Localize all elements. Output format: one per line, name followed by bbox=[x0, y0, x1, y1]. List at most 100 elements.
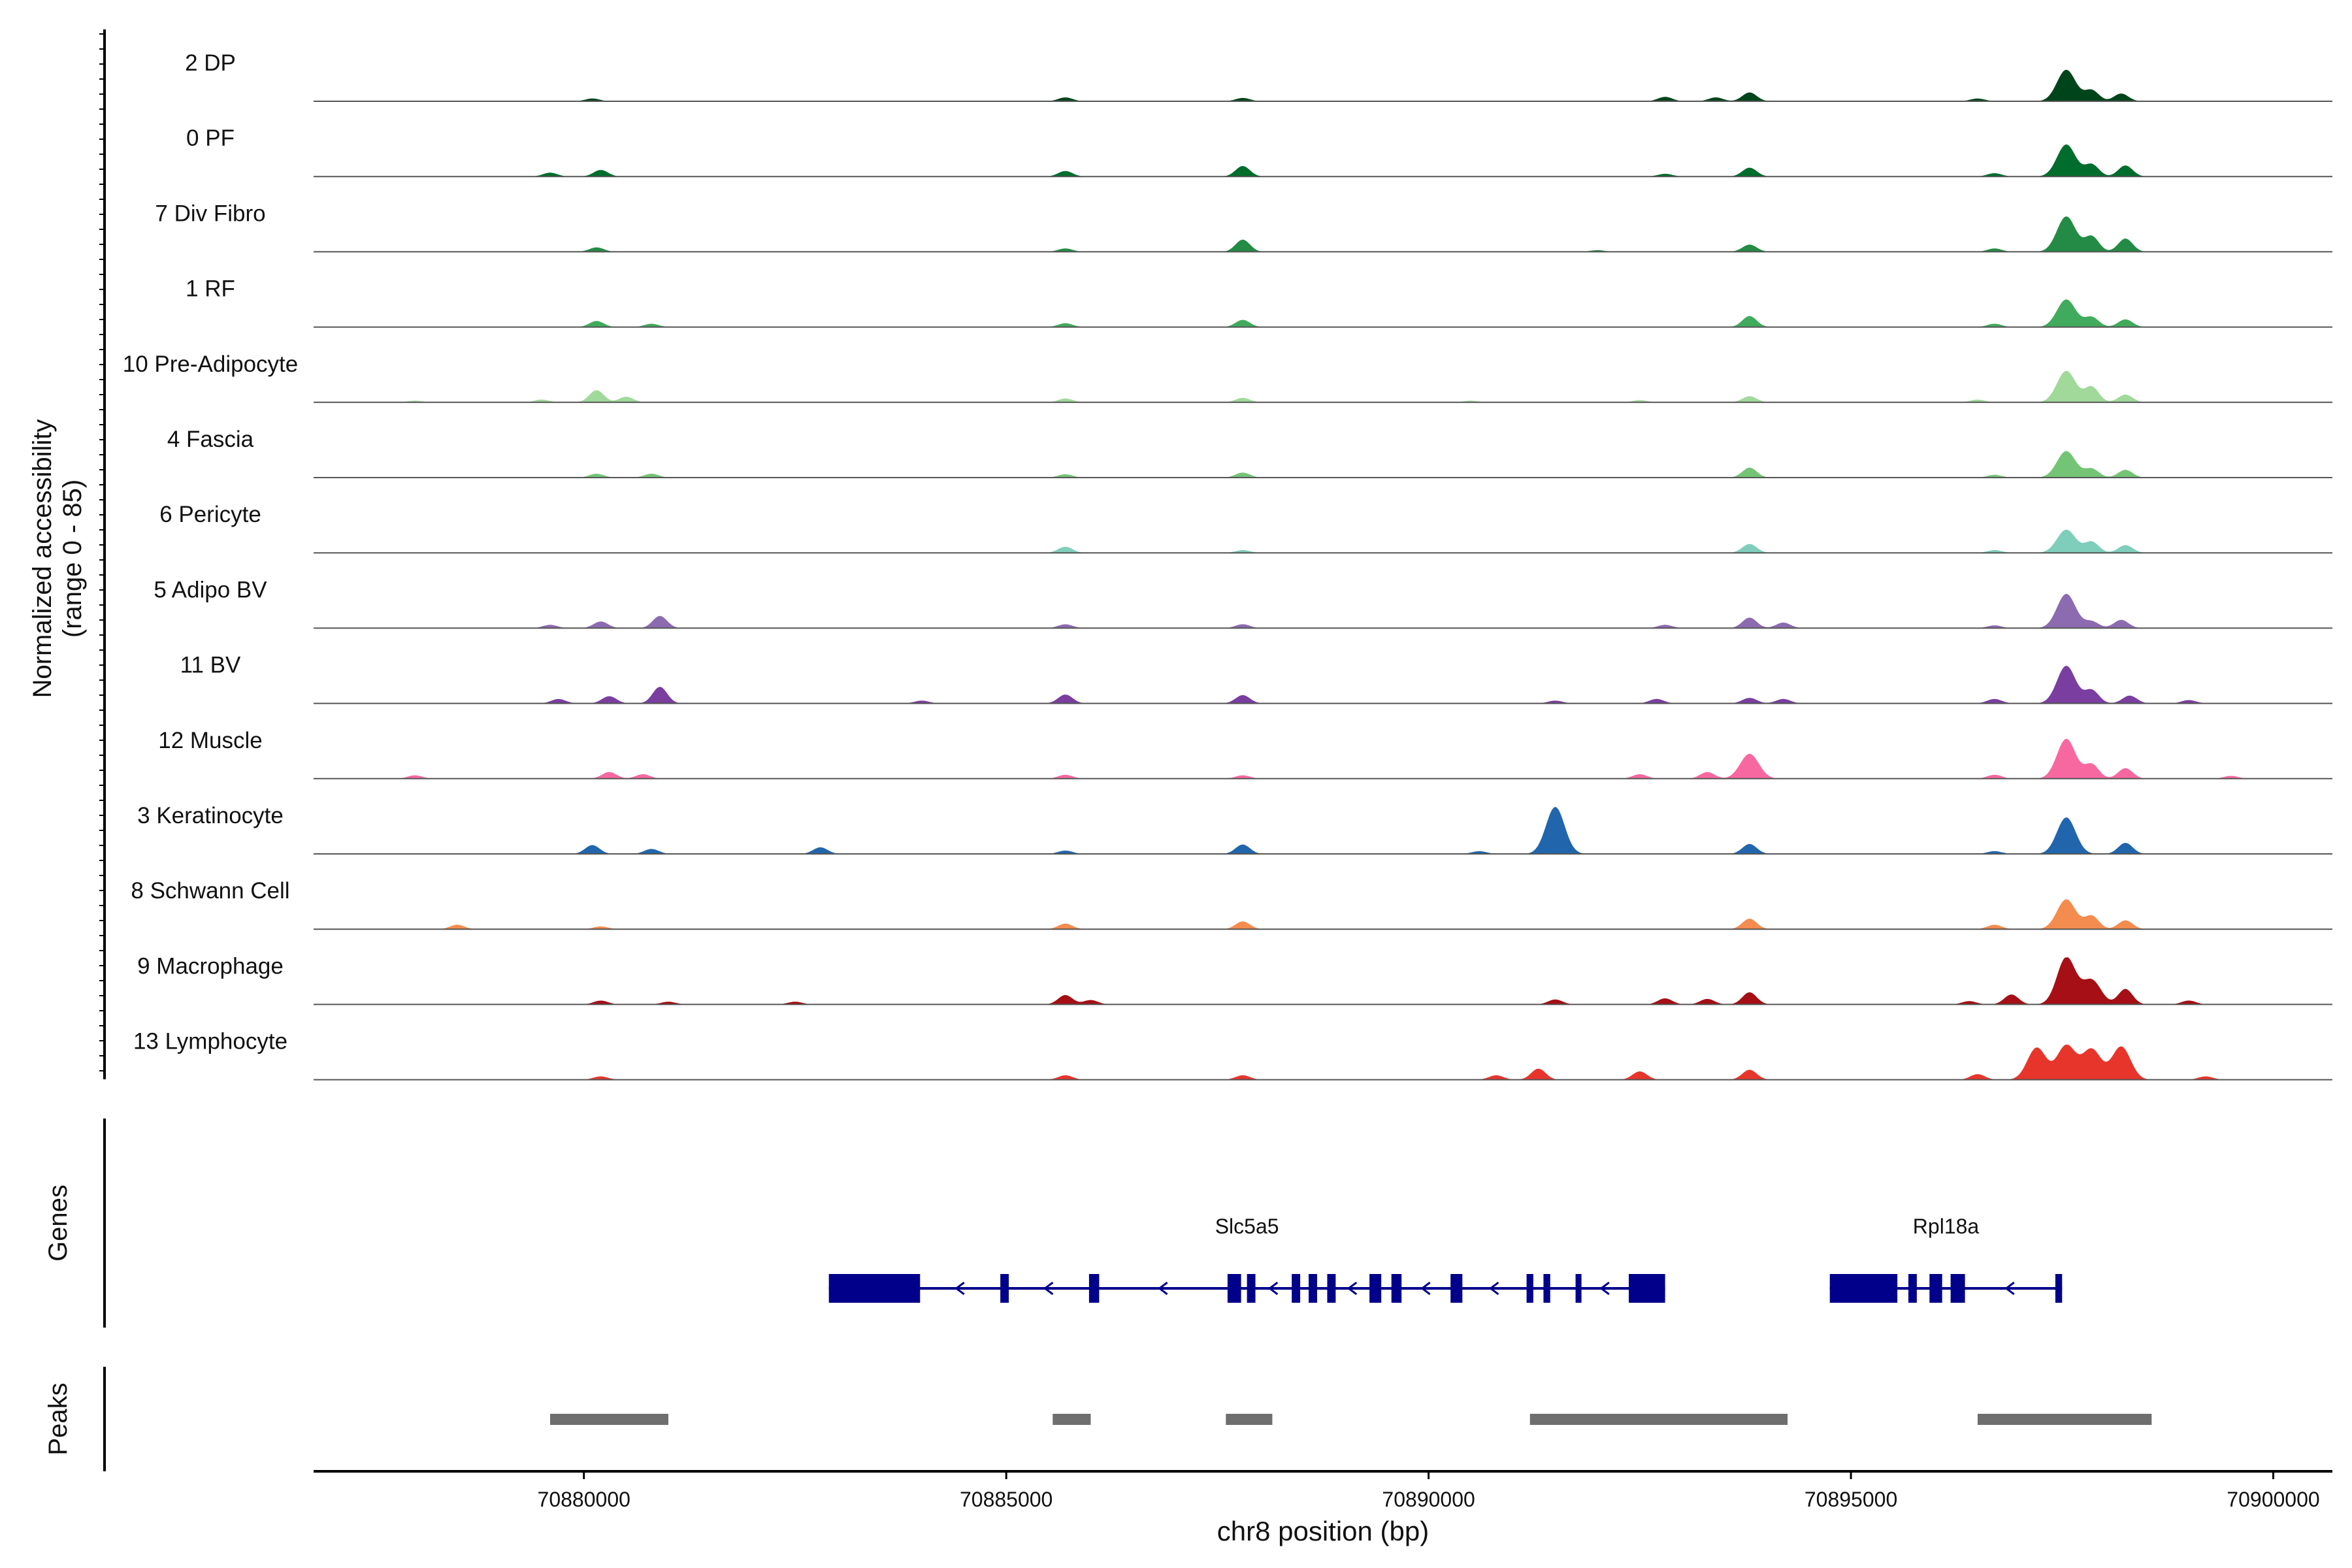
coverage-area-7-div-fibro bbox=[314, 216, 2332, 252]
peak-region bbox=[1529, 1414, 1788, 1425]
gene-label-rpl18a: Rpl18a bbox=[1913, 1215, 1980, 1238]
track-3-keratinocyte: 3 Keratinocyte bbox=[137, 803, 2332, 855]
coverage-area-9-macrophage bbox=[314, 957, 2332, 1005]
track-label-11-bv: 11 BV bbox=[180, 653, 241, 678]
gene-exon bbox=[1543, 1274, 1550, 1303]
peak-regions bbox=[550, 1414, 2152, 1425]
gene-exon bbox=[1227, 1274, 1241, 1303]
track-label-2-dp: 2 DP bbox=[185, 50, 236, 76]
gene-exon bbox=[1369, 1274, 1382, 1303]
coverage-area-3-keratinocyte bbox=[314, 807, 2332, 854]
strand-arrow bbox=[1267, 1281, 1279, 1296]
y-axis-label-line1: Normalized accessibility bbox=[28, 419, 57, 698]
peak-region bbox=[1053, 1414, 1091, 1425]
coverage-area-8-schwann-cell bbox=[314, 899, 2332, 930]
gene-label-slc5a5: Slc5a5 bbox=[1215, 1215, 1279, 1238]
coverage-area-10-pre-adipocyte bbox=[314, 370, 2332, 402]
strand-arrow bbox=[955, 1281, 965, 1296]
gene-exon bbox=[1247, 1274, 1256, 1303]
coverage-panel: 2 DP 0 PF 7 Div Fibro 1 RF 10 Pre-Adipocyte 4… bbox=[28, 29, 2332, 1081]
track-10-pre-adipocyte: 10 Pre-Adipocyte bbox=[123, 351, 2332, 403]
track-label-7-div-fibro: 7 Div Fibro bbox=[155, 201, 265, 226]
track-12-muscle: 12 Muscle bbox=[158, 728, 2332, 779]
peak-region bbox=[550, 1414, 669, 1425]
gene-exon bbox=[1950, 1274, 1965, 1303]
genes-panel: Genes Slc5a5 Rpl18a bbox=[44, 1119, 2063, 1328]
strand-arrow bbox=[1158, 1281, 1168, 1296]
track-label-9-macrophage: 9 Macrophage bbox=[137, 953, 284, 979]
track-label-12-muscle: 12 Muscle bbox=[158, 728, 263, 753]
coverage-tracks: 2 DP 0 PF 7 Div Fibro 1 RF 10 Pre-Adipocyte 4… bbox=[123, 50, 2332, 1081]
track-6-pericyte: 6 Pericyte bbox=[159, 502, 2332, 554]
gene-exon bbox=[2055, 1274, 2063, 1303]
gene-exon bbox=[1088, 1274, 1100, 1303]
coverage-area-12-muscle bbox=[314, 738, 2332, 779]
strand-arrow bbox=[1347, 1281, 1358, 1296]
gene-exon bbox=[1309, 1274, 1317, 1303]
coverage-area-4-fascia bbox=[314, 451, 2332, 478]
track-4-fascia: 4 Fascia bbox=[167, 427, 2332, 478]
genes-panel-label: Genes bbox=[44, 1184, 73, 1262]
gene-exon bbox=[1929, 1274, 1942, 1303]
peaks-panel-label: Peaks bbox=[44, 1382, 73, 1455]
x-tick-label: 70890000 bbox=[1382, 1488, 1475, 1511]
gene-exon bbox=[1327, 1274, 1336, 1303]
coverage-y-axis-label: Normalized accessibility (range 0 - 85) bbox=[28, 419, 87, 698]
x-axis-title: chr8 position (bp) bbox=[1217, 1516, 1429, 1546]
coverage-area-0-pf bbox=[314, 144, 2332, 177]
track-2-dp: 2 DP bbox=[185, 50, 2332, 102]
gene-models: Slc5a5 Rpl18a bbox=[828, 1215, 2063, 1303]
strand-arrow bbox=[1420, 1281, 1431, 1296]
coverage-area-6-pericyte bbox=[314, 529, 2332, 553]
peak-region bbox=[1977, 1414, 2152, 1425]
track-label-5-adipo-bv: 5 Adipo BV bbox=[154, 577, 267, 602]
coverage-area-5-adipo-bv bbox=[314, 593, 2332, 629]
gene-slc5a5: Slc5a5 bbox=[828, 1215, 1665, 1303]
coverage-area-2-dp bbox=[314, 69, 2332, 101]
x-axis-ticks: 70880000 70885000 70890000 70895000 70900000 bbox=[538, 1471, 2320, 1511]
track-label-3-keratinocyte: 3 Keratinocyte bbox=[137, 803, 284, 828]
strand-arrow bbox=[2004, 1281, 2015, 1296]
track-label-13-lymphocyte: 13 Lymphocyte bbox=[133, 1029, 287, 1054]
y-axis-label-line2: (range 0 - 85) bbox=[58, 480, 87, 638]
track-label-0-pf: 0 PF bbox=[186, 125, 235, 151]
track-7-div-fibro: 7 Div Fibro bbox=[155, 201, 2332, 253]
gene-exon bbox=[1000, 1274, 1009, 1303]
track-13-lymphocyte: 13 Lymphocyte bbox=[133, 1029, 2332, 1081]
gene-exon bbox=[1908, 1274, 1917, 1303]
gene-exon bbox=[1526, 1274, 1533, 1303]
gene-exon bbox=[1292, 1274, 1301, 1303]
gene-exon bbox=[1629, 1274, 1665, 1303]
gene-exon bbox=[1391, 1274, 1402, 1303]
gene-exon bbox=[1450, 1274, 1463, 1303]
track-label-6-pericyte: 6 Pericyte bbox=[159, 502, 261, 527]
gene-rpl18a: Rpl18a bbox=[1829, 1215, 2063, 1303]
x-tick-label: 70895000 bbox=[1805, 1488, 1897, 1511]
peaks-panel: Peaks bbox=[44, 1367, 2152, 1471]
track-label-4-fascia: 4 Fascia bbox=[167, 427, 254, 452]
track-label-8-schwann-cell: 8 Schwann Cell bbox=[131, 878, 289, 904]
gene-exon bbox=[1575, 1274, 1582, 1303]
coverage-area-13-lymphocyte bbox=[314, 1044, 2332, 1080]
track-8-schwann-cell: 8 Schwann Cell bbox=[131, 878, 2332, 930]
coverage-area-1-rf bbox=[314, 299, 2332, 327]
x-tick-label: 70880000 bbox=[538, 1488, 630, 1511]
coverage-area-11-bv bbox=[314, 666, 2332, 704]
track-9-macrophage: 9 Macrophage bbox=[137, 953, 2332, 1005]
track-1-rf: 1 RF bbox=[186, 276, 2332, 328]
strand-arrow bbox=[1488, 1281, 1499, 1296]
track-0-pf: 0 PF bbox=[186, 125, 2332, 178]
coverage-y-axis bbox=[99, 29, 106, 1079]
x-axis: 70880000 70885000 70890000 70895000 70900000… bbox=[314, 1470, 2332, 1546]
gene-exon bbox=[1829, 1274, 1898, 1303]
track-label-10-pre-adipocyte: 10 Pre-Adipocyte bbox=[123, 351, 298, 377]
x-tick-label: 70900000 bbox=[2227, 1488, 2319, 1511]
track-label-1-rf: 1 RF bbox=[186, 276, 235, 302]
peak-region bbox=[1226, 1414, 1273, 1425]
strand-arrow bbox=[1599, 1281, 1610, 1296]
x-tick-label: 70885000 bbox=[960, 1488, 1053, 1511]
track-11-bv: 11 BV bbox=[180, 653, 2332, 704]
gene-exon bbox=[828, 1274, 921, 1303]
strand-arrow bbox=[1043, 1281, 1054, 1296]
